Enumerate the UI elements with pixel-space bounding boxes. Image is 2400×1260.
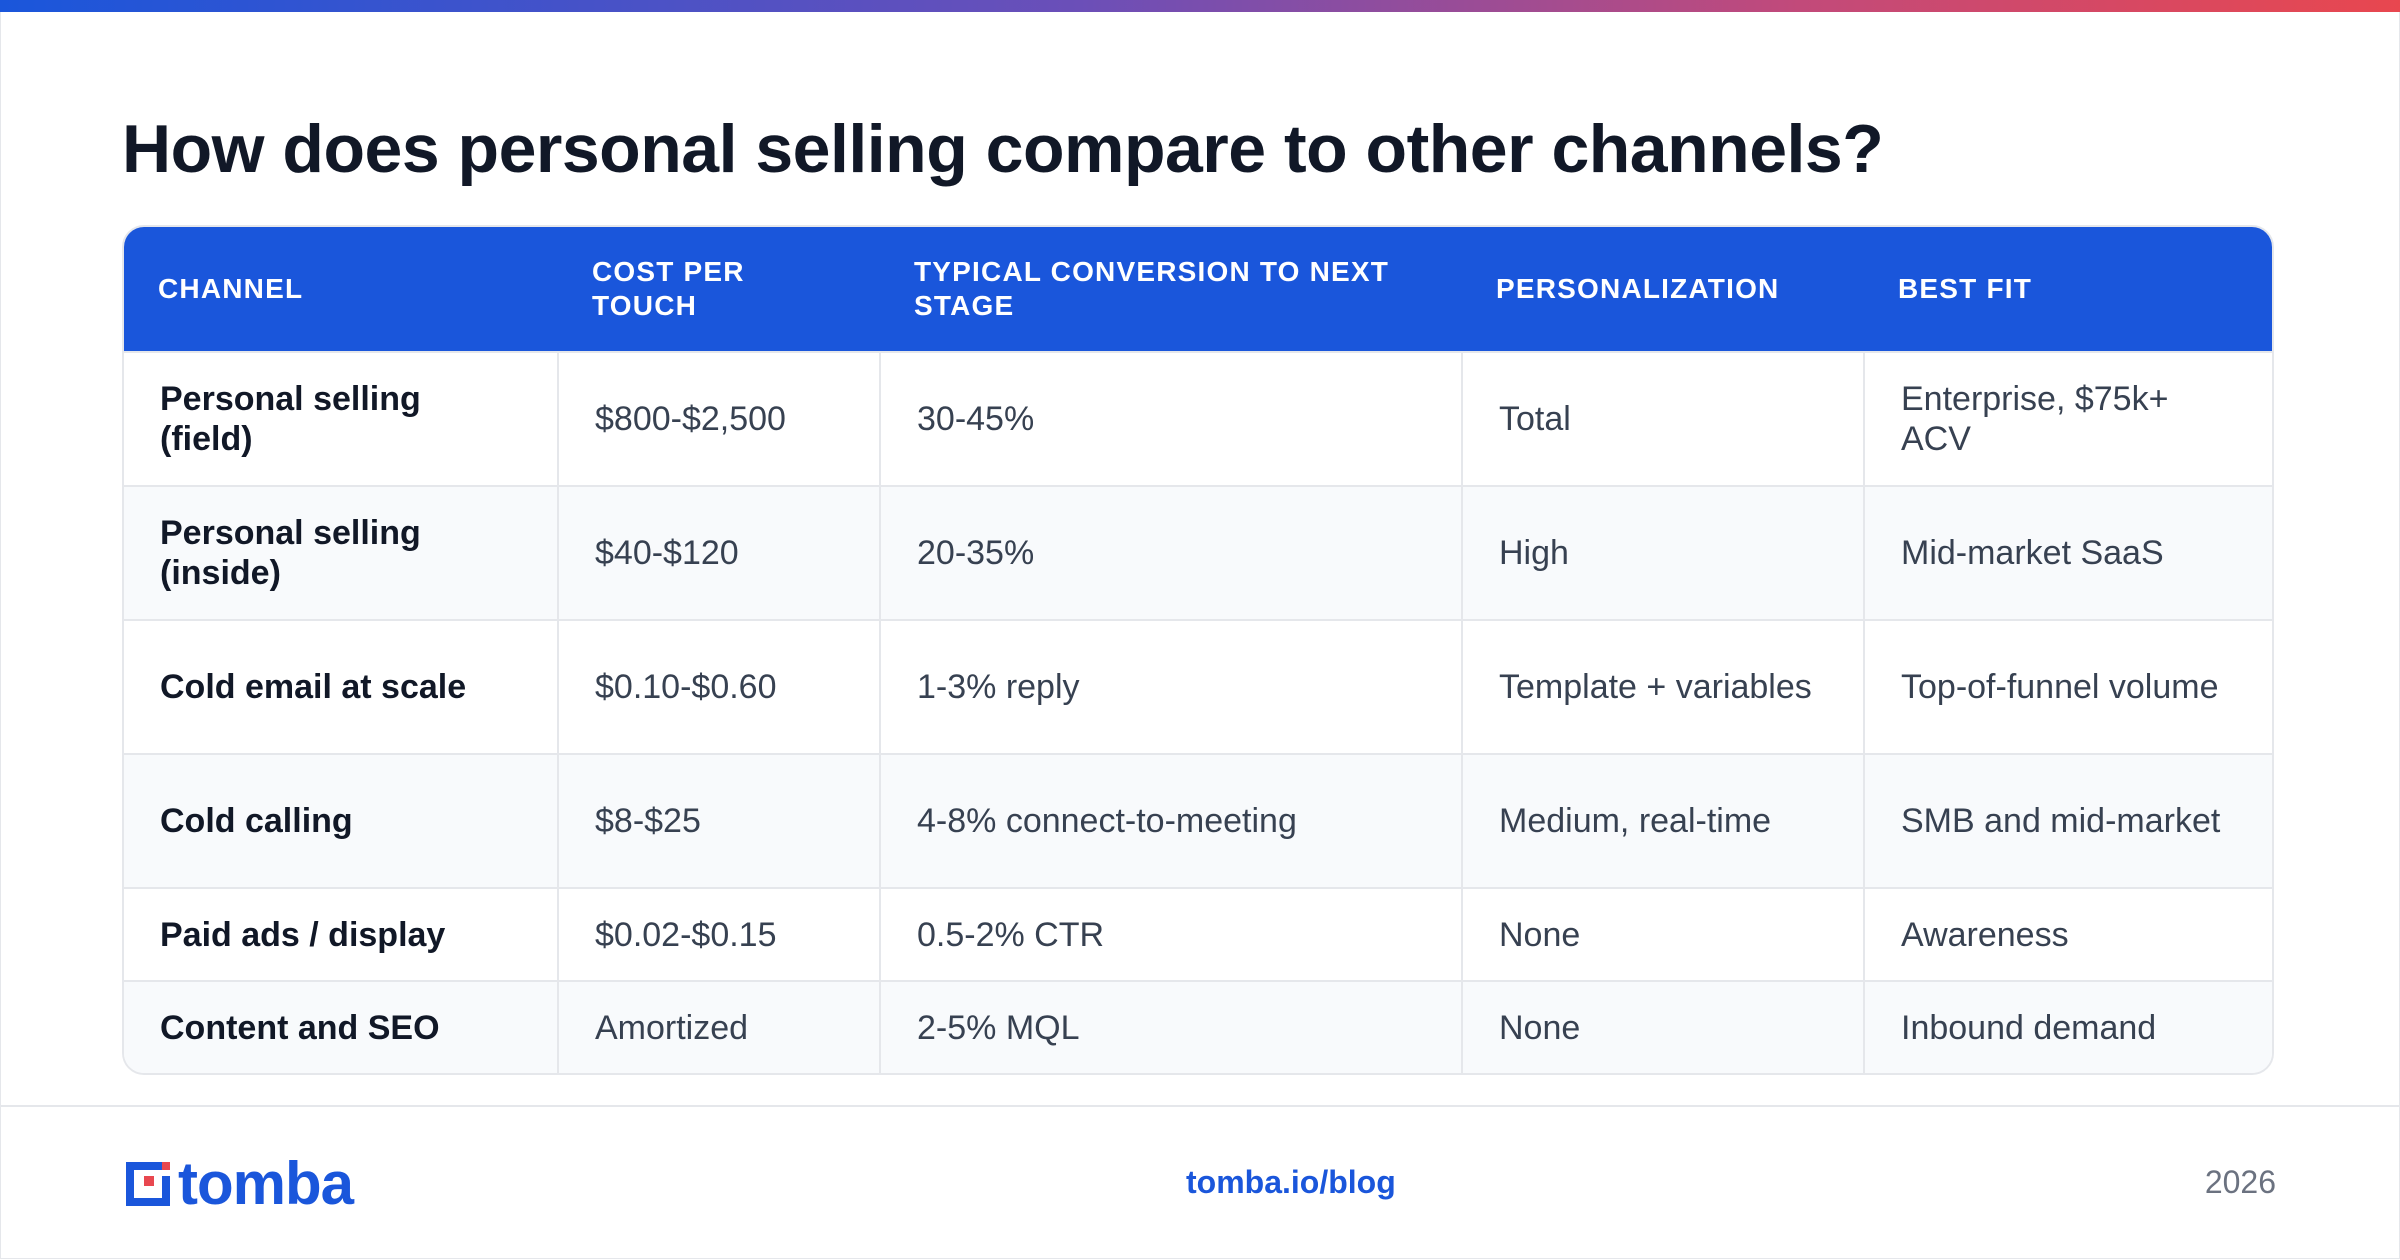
header-channel: CHANNEL <box>124 227 558 352</box>
header-cost-per-touch: COST PER TOUCH <box>558 227 880 352</box>
cell-best-fit: SMB and mid-market <box>1863 753 2272 888</box>
cell-best-fit: Awareness <box>1863 887 2272 981</box>
cell-channel: Cold calling <box>124 753 558 888</box>
comparison-table: CHANNEL COST PER TOUCH TYPICAL CONVERSIO… <box>124 227 2272 1073</box>
tomba-logo[interactable]: tomba <box>122 1150 354 1217</box>
table-row: Paid ads / display $0.02-$0.15 0.5-2% CT… <box>124 887 2272 981</box>
table-body: Personal selling (field) $800-$2,500 30-… <box>124 351 2272 1073</box>
cell-best-fit: Inbound demand <box>1863 980 2272 1073</box>
cell-channel: Cold email at scale <box>124 619 558 754</box>
table-row: Personal selling (field) $800-$2,500 30-… <box>124 351 2272 486</box>
cell-cost: $40-$120 <box>557 485 880 620</box>
cell-cost: Amortized <box>557 980 880 1073</box>
cell-best-fit: Top-of-funnel volume <box>1863 619 2272 754</box>
cell-cost: $0.10-$0.60 <box>557 619 880 754</box>
cell-best-fit: Enterprise, $75k+ ACV <box>1863 351 2272 486</box>
tomba-logo-icon <box>126 1162 170 1206</box>
cell-conversion: 1-3% reply <box>879 619 1462 754</box>
cell-channel: Content and SEO <box>124 980 558 1073</box>
comparison-table-card: CHANNEL COST PER TOUCH TYPICAL CONVERSIO… <box>122 225 2274 1075</box>
cell-conversion: 0.5-2% CTR <box>879 887 1462 981</box>
cell-conversion: 20-35% <box>879 485 1462 620</box>
table-row: Cold email at scale $0.10-$0.60 1-3% rep… <box>124 619 2272 754</box>
cell-conversion: 2-5% MQL <box>879 980 1462 1073</box>
cell-personalization: None <box>1461 980 1864 1073</box>
cell-channel: Personal selling (field) <box>124 351 558 486</box>
header-best-fit: BEST FIT <box>1864 227 2272 352</box>
cell-conversion: 30-45% <box>879 351 1462 486</box>
cell-conversion: 4-8% connect-to-meeting <box>879 753 1462 888</box>
header-conversion: TYPICAL CONVERSION TO NEXT STAGE <box>880 227 1462 352</box>
header-row: CHANNEL COST PER TOUCH TYPICAL CONVERSIO… <box>124 227 2272 352</box>
table-row: Personal selling (inside) $40-$120 20-35… <box>124 485 2272 620</box>
cell-channel: Paid ads / display <box>124 887 558 981</box>
cell-personalization: Medium, real-time <box>1461 753 1864 888</box>
cell-cost: $800-$2,500 <box>557 351 880 486</box>
cell-cost: $8-$25 <box>557 753 880 888</box>
cell-cost: $0.02-$0.15 <box>557 887 880 981</box>
cell-personalization: Total <box>1461 351 1864 486</box>
header-personalization: PERSONALIZATION <box>1462 227 1864 352</box>
logo-wordmark: tomba <box>178 1150 354 1217</box>
footer-divider <box>0 1105 2400 1107</box>
blog-url-link[interactable]: tomba.io/blog <box>1186 1164 1396 1200</box>
table-row: Content and SEO Amortized 2-5% MQL None … <box>124 980 2272 1073</box>
table-header: CHANNEL COST PER TOUCH TYPICAL CONVERSIO… <box>124 227 2272 352</box>
cell-best-fit: Mid-market SaaS <box>1863 485 2272 620</box>
cell-personalization: Template + variables <box>1461 619 1864 754</box>
footer-year: 2026 <box>2204 1164 2276 1200</box>
page-title: How does personal selling compare to oth… <box>122 111 1884 187</box>
top-gradient-bar <box>0 0 2400 12</box>
table-row: Cold calling $8-$25 4-8% connect-to-meet… <box>124 753 2272 888</box>
cell-channel: Personal selling (inside) <box>124 485 558 620</box>
cell-personalization: None <box>1461 887 1864 981</box>
cell-personalization: High <box>1461 485 1864 620</box>
